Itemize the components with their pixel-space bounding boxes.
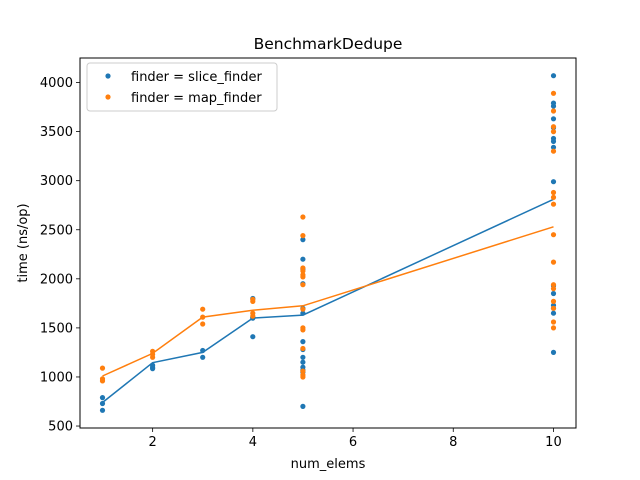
series-1-point — [99, 376, 106, 382]
series-0-point — [200, 347, 206, 354]
x-tick-label: 2 — [149, 435, 157, 450]
series-0-mean-line — [102, 198, 554, 404]
legend-marker — [105, 94, 111, 100]
y-tick-label: 4000 — [40, 76, 73, 91]
series-0-point — [550, 290, 557, 297]
series-1 — [99, 90, 557, 384]
chart-title: BenchmarkDedupe — [254, 35, 403, 53]
series-1-point — [550, 232, 557, 238]
series-0-point — [250, 334, 256, 340]
series-1-point — [550, 194, 557, 200]
legend-item-1: finder = map_finder — [105, 91, 262, 106]
legend-marker — [105, 73, 111, 79]
series-1-point — [99, 365, 106, 371]
y-tick-label: 2000 — [40, 272, 73, 287]
series-0-point — [99, 407, 106, 413]
series-1-point — [550, 319, 557, 325]
y-axis-label: time (ns/op) — [16, 203, 31, 282]
series-1-point — [550, 108, 557, 114]
series-1-point — [550, 325, 557, 331]
series-0-point — [300, 403, 306, 409]
series-1-mean-line — [102, 226, 554, 377]
series-1-point — [300, 233, 306, 239]
plot-frame — [79, 57, 577, 429]
series-0-point — [200, 354, 206, 360]
series-1-point — [550, 124, 557, 130]
series-1-point — [300, 325, 306, 331]
series-1-point — [550, 298, 557, 304]
series-1-point — [200, 321, 206, 327]
series-0-point — [150, 362, 156, 368]
series-0-point — [99, 395, 106, 401]
x-axis: 2 4 6 8 10 — [149, 428, 562, 450]
series-1-point — [300, 282, 306, 288]
x-tick-label: 4 — [249, 435, 257, 450]
x-tick-label: 6 — [349, 435, 357, 450]
series-0-point — [300, 359, 306, 365]
series-0-point — [550, 100, 557, 106]
y-tick-label: 500 — [48, 420, 73, 435]
series-1-point — [550, 259, 557, 265]
legend-label: finder = map_finder — [131, 91, 262, 106]
legend-item-0: finder = slice_finder — [105, 70, 262, 85]
series-0-point — [300, 354, 306, 360]
series-0-point — [300, 310, 306, 316]
series-1-point — [300, 345, 306, 352]
series-0-point — [99, 400, 106, 407]
series-0-point — [300, 339, 306, 345]
series-1-point — [300, 272, 306, 278]
series-1-point — [550, 286, 557, 292]
series-1-point — [300, 265, 306, 271]
series-1-point — [550, 129, 557, 135]
series-1-point — [300, 368, 306, 374]
legend-frame — [86, 62, 278, 112]
series-1-point — [300, 306, 306, 312]
series-0-point — [550, 73, 557, 79]
y-tick-label: 1000 — [40, 370, 73, 385]
y-tick-label: 3500 — [40, 125, 73, 140]
y-tick-label: 3000 — [40, 174, 73, 189]
x-tick-label: 10 — [545, 435, 562, 450]
series-0-point — [300, 364, 306, 370]
series-1-point — [550, 148, 557, 154]
y-tick-label: 1500 — [40, 321, 73, 336]
series-1-point — [250, 296, 256, 302]
series-1-point — [550, 90, 557, 96]
x-axis-label: num_elems — [291, 457, 366, 472]
legend-label: finder = slice_finder — [131, 70, 262, 85]
y-tick-label: 2500 — [40, 223, 73, 238]
series-0-point — [300, 256, 306, 262]
series-1-point — [300, 372, 306, 378]
series-1-point — [300, 214, 306, 220]
series-0-point — [300, 237, 306, 243]
series-1-point — [200, 314, 206, 320]
series-1-point — [200, 306, 206, 312]
series-1-point — [150, 348, 156, 354]
series-1-point — [550, 305, 557, 311]
series-layer — [99, 73, 557, 413]
series-1-point — [250, 310, 256, 316]
y-axis: 500 1000 1500 2000 2500 3000 3500 4000 — [40, 76, 80, 435]
x-tick-label: 8 — [449, 435, 457, 450]
series-0-point — [550, 349, 557, 355]
series-1-point — [550, 201, 557, 207]
series-0-point — [550, 144, 557, 150]
series-0-point — [550, 179, 557, 185]
series-0-point — [550, 310, 557, 316]
series-1-point — [550, 189, 557, 196]
series-1-point — [550, 282, 557, 288]
series-0-point — [550, 135, 557, 142]
series-0-point — [550, 116, 557, 122]
